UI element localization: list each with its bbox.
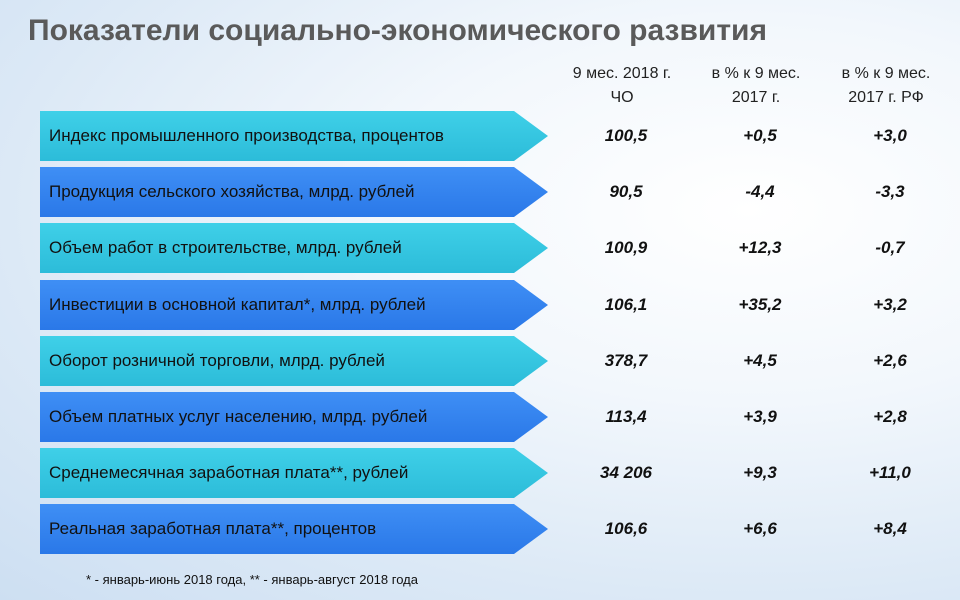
row-value: 378,7 — [604, 351, 648, 370]
row-label: Среднемесячная заработная плата**, рубле… — [49, 463, 409, 482]
page-title: Показатели социально-экономического разв… — [28, 14, 767, 47]
row-value: 106,1 — [604, 295, 648, 314]
row-change-region: +12,3 — [738, 238, 782, 257]
column-header-change-rf: в % к 9 мес. 2017 г. РФ — [816, 62, 956, 110]
row-label: Индекс промышленного производства, проце… — [49, 126, 444, 145]
column-header-change-region-line2: 2017 г. — [731, 89, 781, 106]
row-value: 100,9 — [604, 238, 648, 257]
row-change-rf: +3,2 — [873, 295, 907, 314]
footnote: * - январь-июнь 2018 года, ** - январь-а… — [86, 572, 418, 587]
row-arrow-banner — [40, 167, 548, 217]
row-change-rf: +2,8 — [873, 407, 907, 426]
row-label: Реальная заработная плата**, процентов — [49, 519, 377, 538]
column-header-change-rf-line2: 2017 г. РФ — [848, 89, 924, 106]
column-header-value-line2: ЧО — [610, 89, 634, 106]
row-arrow-banner — [40, 223, 548, 273]
row-arrow-banner — [40, 111, 548, 161]
row-change-rf: +8,4 — [873, 519, 907, 538]
row-change-rf: +3,0 — [873, 126, 907, 145]
row-value: 113,4 — [605, 407, 647, 426]
row-change-rf: +2,6 — [873, 351, 907, 370]
row-arrow-banner — [40, 392, 548, 442]
table-row: Среднемесячная заработная плата**, рубле… — [40, 448, 946, 498]
row-change-region: +3,9 — [743, 407, 777, 426]
row-arrow-banner — [40, 448, 548, 498]
row-change-rf: -0,7 — [875, 238, 905, 257]
table-row: Инвестиции в основной капитал*, млрд. ру… — [40, 280, 946, 330]
row-arrow-banner — [40, 336, 548, 386]
row-change-region: +4,5 — [743, 351, 777, 370]
table-row: Индекс промышленного производства, проце… — [40, 111, 946, 161]
row-value: 90,5 — [609, 182, 643, 201]
row-change-rf: +11,0 — [869, 463, 911, 482]
row-value: 100,5 — [604, 126, 648, 145]
column-header-value-line1: 9 мес. 2018 г. — [572, 65, 672, 82]
column-header-value: 9 мес. 2018 г. ЧО — [552, 62, 692, 110]
row-arrow-banner — [40, 280, 548, 330]
table-row: Реальная заработная плата**, процентов 1… — [40, 504, 946, 554]
row-label: Объем платных услуг населению, млрд. руб… — [49, 407, 428, 426]
column-header-change-region: в % к 9 мес. 2017 г. — [686, 62, 826, 110]
table-row: Объем работ в строительстве, млрд. рубле… — [40, 223, 946, 273]
table-row: Оборот розничной торговли, млрд. рублей … — [40, 336, 946, 386]
row-value: 34 206 — [600, 463, 652, 482]
row-change-region: -4,4 — [745, 182, 775, 201]
row-change-region: +0,5 — [743, 126, 777, 145]
row-label: Инвестиции в основной капитал*, млрд. ру… — [49, 295, 426, 314]
table-row: Объем платных услуг населению, млрд. руб… — [40, 392, 946, 442]
row-label: Оборот розничной торговли, млрд. рублей — [49, 351, 385, 370]
row-change-rf: -3,3 — [875, 182, 905, 201]
row-label: Продукция сельского хозяйства, млрд. руб… — [49, 182, 415, 201]
row-label: Объем работ в строительстве, млрд. рубле… — [49, 238, 402, 257]
row-change-region: +35,2 — [738, 295, 782, 314]
column-header-change-region-line1: в % к 9 мес. — [711, 65, 801, 82]
table-row: Продукция сельского хозяйства, млрд. руб… — [40, 167, 946, 217]
row-arrow-banner — [40, 504, 548, 554]
row-change-region: +6,6 — [743, 519, 777, 538]
row-value: 106,6 — [604, 519, 648, 538]
column-header-change-rf-line1: в % к 9 мес. — [841, 65, 931, 82]
row-change-region: +9,3 — [743, 463, 777, 482]
